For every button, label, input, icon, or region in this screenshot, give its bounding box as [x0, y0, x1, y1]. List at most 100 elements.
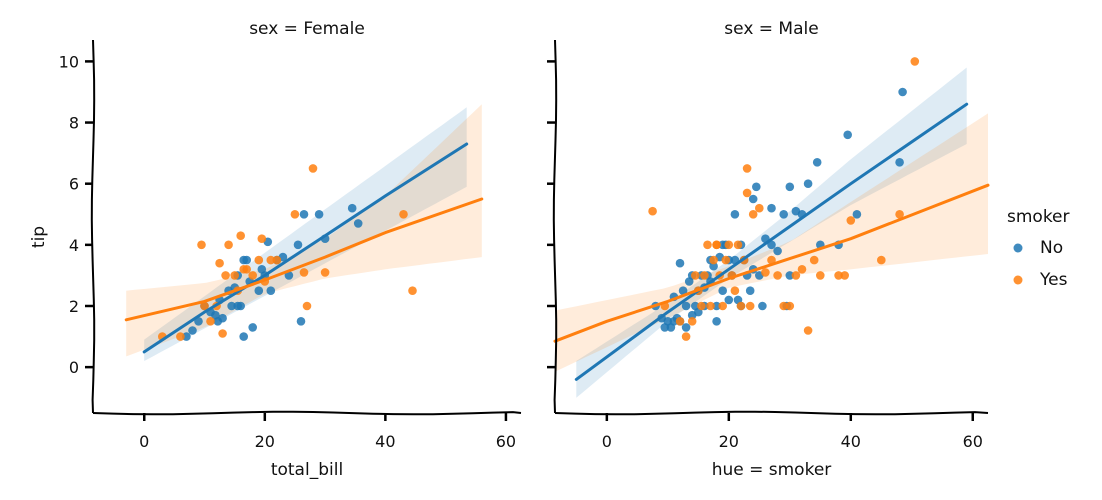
point-no — [218, 313, 227, 323]
point-yes — [681, 332, 691, 341]
y-tick-label: 10 — [59, 52, 79, 71]
x-tick-label: 0 — [139, 432, 149, 451]
point-no — [678, 286, 688, 296]
y-tick-label: 8 — [69, 114, 79, 133]
point-no — [752, 182, 761, 192]
legend-label-no: No — [1040, 238, 1063, 258]
point-no — [660, 323, 670, 332]
point-no — [712, 301, 721, 311]
x-tick-label: 60 — [496, 432, 516, 451]
point-yes — [215, 258, 224, 268]
point-yes — [803, 326, 813, 335]
point-no — [895, 158, 904, 167]
point-yes — [266, 255, 276, 265]
point-yes — [224, 240, 233, 250]
point-no — [803, 179, 813, 188]
panel-title: sex = Female — [249, 19, 365, 39]
legend-marker-yes — [1013, 275, 1023, 285]
point-yes — [290, 210, 300, 219]
point-yes — [399, 210, 408, 219]
point-yes — [809, 255, 819, 265]
point-no — [681, 323, 691, 332]
point-yes — [248, 271, 257, 280]
point-no — [233, 301, 242, 311]
point-yes — [721, 255, 731, 265]
point-yes — [742, 164, 752, 173]
fit-line-no — [574, 102, 969, 381]
x-tick-label: 20 — [255, 432, 275, 451]
point-yes — [308, 164, 318, 173]
legend: smoker No Yes — [1007, 207, 1070, 290]
confidence-band-yes — [126, 104, 482, 357]
point-yes — [709, 255, 718, 265]
point-no — [745, 286, 755, 296]
point-no — [812, 158, 822, 167]
point-yes — [733, 240, 743, 250]
point-no — [293, 240, 303, 250]
point-yes — [176, 332, 185, 341]
point-yes — [254, 255, 264, 265]
point-yes — [675, 317, 685, 326]
point-yes — [206, 317, 215, 326]
point-yes — [200, 301, 209, 311]
point-yes — [785, 301, 795, 311]
point-no — [188, 326, 197, 335]
point-no — [299, 210, 309, 219]
confidence-band-no — [144, 107, 467, 361]
point-yes — [724, 240, 734, 250]
point-no — [773, 246, 782, 256]
point-yes — [299, 268, 309, 277]
y-tick-label: 2 — [69, 297, 79, 316]
point-no — [785, 182, 795, 192]
y-tick-label: 0 — [69, 358, 79, 377]
point-yes — [773, 271, 782, 280]
point-yes — [816, 271, 825, 280]
point-yes — [791, 271, 801, 280]
point-yes — [648, 206, 657, 216]
y-axis-spine — [552, 39, 558, 414]
point-no — [852, 210, 862, 219]
point-no — [248, 323, 257, 332]
panel-title: sex = Male — [724, 19, 818, 39]
point-no — [767, 203, 776, 213]
y-axis-spine — [90, 39, 96, 414]
y-tick-label: 6 — [69, 175, 79, 194]
fit-line-yes — [553, 183, 990, 343]
legend-marker-no — [1013, 243, 1023, 253]
point-yes — [718, 301, 727, 311]
point-yes — [703, 240, 712, 250]
y-axis-label: tip — [29, 226, 49, 248]
point-no — [314, 210, 324, 219]
point-no — [712, 317, 721, 326]
point-yes — [767, 255, 776, 265]
point-yes — [218, 329, 227, 338]
x-axis-spine — [554, 410, 989, 416]
point-no — [675, 258, 685, 268]
point-yes — [834, 271, 843, 280]
point-no — [242, 255, 251, 265]
point-no — [687, 310, 697, 320]
point-yes — [748, 210, 758, 219]
point-yes — [691, 271, 700, 280]
point-yes — [797, 265, 807, 274]
x-tick-label: 40 — [841, 432, 861, 451]
point-no — [758, 301, 767, 311]
point-no — [681, 301, 691, 311]
point-yes — [755, 203, 764, 213]
point-yes — [272, 255, 282, 265]
point-yes — [197, 240, 206, 250]
point-yes — [236, 231, 245, 240]
point-yes — [730, 286, 740, 296]
fit-line-yes — [124, 197, 484, 322]
point-no — [347, 203, 357, 213]
point-yes — [895, 210, 904, 219]
point-yes — [257, 234, 267, 243]
x-tick-label: 0 — [602, 432, 612, 451]
point-no — [239, 332, 248, 341]
point-yes — [846, 216, 856, 225]
point-yes — [779, 301, 788, 311]
point-no — [296, 317, 306, 326]
point-yes — [840, 271, 849, 280]
point-no — [227, 301, 236, 311]
